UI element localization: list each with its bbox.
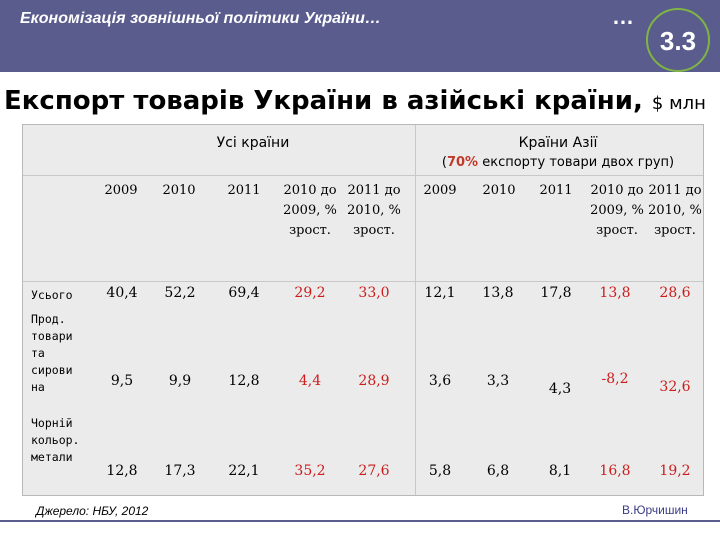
cell-total-all-growth-2011: 33,0 (358, 285, 390, 301)
cell-food-asia-growth-2010: -8,2 (601, 371, 629, 387)
col-head-asia-growth-2011: 2011 до 2010, % зрост. (648, 183, 702, 238)
cell-total-asia-growth-2010: 13,8 (599, 285, 631, 301)
group-heading-asia-note: (70% експорту товари двох груп) (441, 155, 675, 170)
row-label-total: Усього (31, 288, 73, 302)
cell-food-asia-2009: 3,6 (428, 373, 452, 389)
cell-food-all-growth-2011: 28,9 (358, 373, 390, 389)
row-label-metals: Чорній кольор. метали (31, 416, 80, 464)
cell-food-all-growth-2010: 4,4 (298, 373, 322, 389)
group-heading-asia-title: Країни Азії (518, 135, 598, 151)
cell-metals-asia-growth-2011: 19,2 (659, 463, 691, 479)
source-note: Джерело: НБУ, 2012 (36, 504, 149, 518)
row-label-food: Прод. товари та сирови на (31, 312, 73, 394)
slide-title: Експорт товарів України в азійські країн… (0, 78, 720, 124)
cell-total-all-2011: 69,4 (228, 285, 260, 301)
col-head-all-growth-2011: 2011 до 2010, % зрост. (347, 183, 401, 238)
col-head-asia-2009: 2009 (423, 183, 457, 198)
col-head-asia-2011: 2011 (539, 183, 573, 198)
cell-metals-all-growth-2010: 35,2 (294, 463, 326, 479)
column-header-divider (23, 281, 703, 282)
cell-metals-all-2010: 17,3 (164, 463, 196, 479)
header-dots: … (612, 4, 635, 29)
cell-food-all-2010: 9,9 (168, 373, 192, 389)
cell-food-all-2009: 9,5 (110, 373, 134, 389)
cell-total-all-2010: 52,2 (164, 285, 196, 301)
cell-total-asia-2011: 17,8 (540, 285, 572, 301)
header-title: Економізація зовнішньої політики України… (20, 10, 381, 27)
cell-metals-asia-2010: 6,8 (486, 463, 510, 479)
cell-metals-asia-2009: 5,8 (428, 463, 452, 479)
cell-food-asia-2011: 4,3 (548, 381, 572, 397)
footer-rule (0, 520, 720, 522)
cell-metals-all-2009: 12,8 (106, 463, 138, 479)
col-head-asia-growth-2010: 2010 до 2009, % зрост. (590, 183, 644, 238)
cell-metals-asia-growth-2010: 16,8 (599, 463, 631, 479)
cell-total-asia-2010: 13,8 (482, 285, 514, 301)
cell-food-all-2011: 12,8 (228, 373, 260, 389)
cell-metals-asia-2011: 8,1 (548, 463, 572, 479)
col-head-all-2011: 2011 (227, 183, 261, 198)
slide-title-text: Експорт товарів України в азійські країн… (4, 86, 643, 116)
author-name: В.Юрчишин (622, 503, 688, 517)
col-head-asia-2010: 2010 (482, 183, 516, 198)
cell-metals-all-2011: 22,1 (228, 463, 260, 479)
cell-total-asia-growth-2011: 28,6 (659, 285, 691, 301)
cell-total-all-2009: 40,4 (106, 285, 138, 301)
export-table: Усі країни Країни Азії (70% експорту тов… (22, 124, 704, 496)
group-heading-all: Усі країни (216, 135, 290, 151)
cell-food-asia-growth-2011: 32,6 (659, 379, 691, 395)
cell-food-asia-2010: 3,3 (486, 373, 510, 389)
col-head-all-2009: 2009 (104, 183, 138, 198)
cell-total-asia-2009: 12,1 (424, 285, 456, 301)
group-heading-asia: Країни Азії (70% експорту товари двох гр… (413, 135, 703, 170)
header-divider (23, 175, 703, 176)
slide-number-badge: 3.3 (646, 8, 710, 72)
group-divider (415, 125, 416, 495)
cell-metals-all-growth-2011: 27,6 (358, 463, 390, 479)
cell-total-all-growth-2010: 29,2 (294, 285, 326, 301)
col-head-all-growth-2010: 2010 до 2009, % зрост. (283, 183, 337, 238)
col-head-all-2010: 2010 (162, 183, 196, 198)
slide-header: Економізація зовнішньої політики України… (0, 0, 720, 72)
slide-title-unit: $ млн (651, 93, 706, 114)
